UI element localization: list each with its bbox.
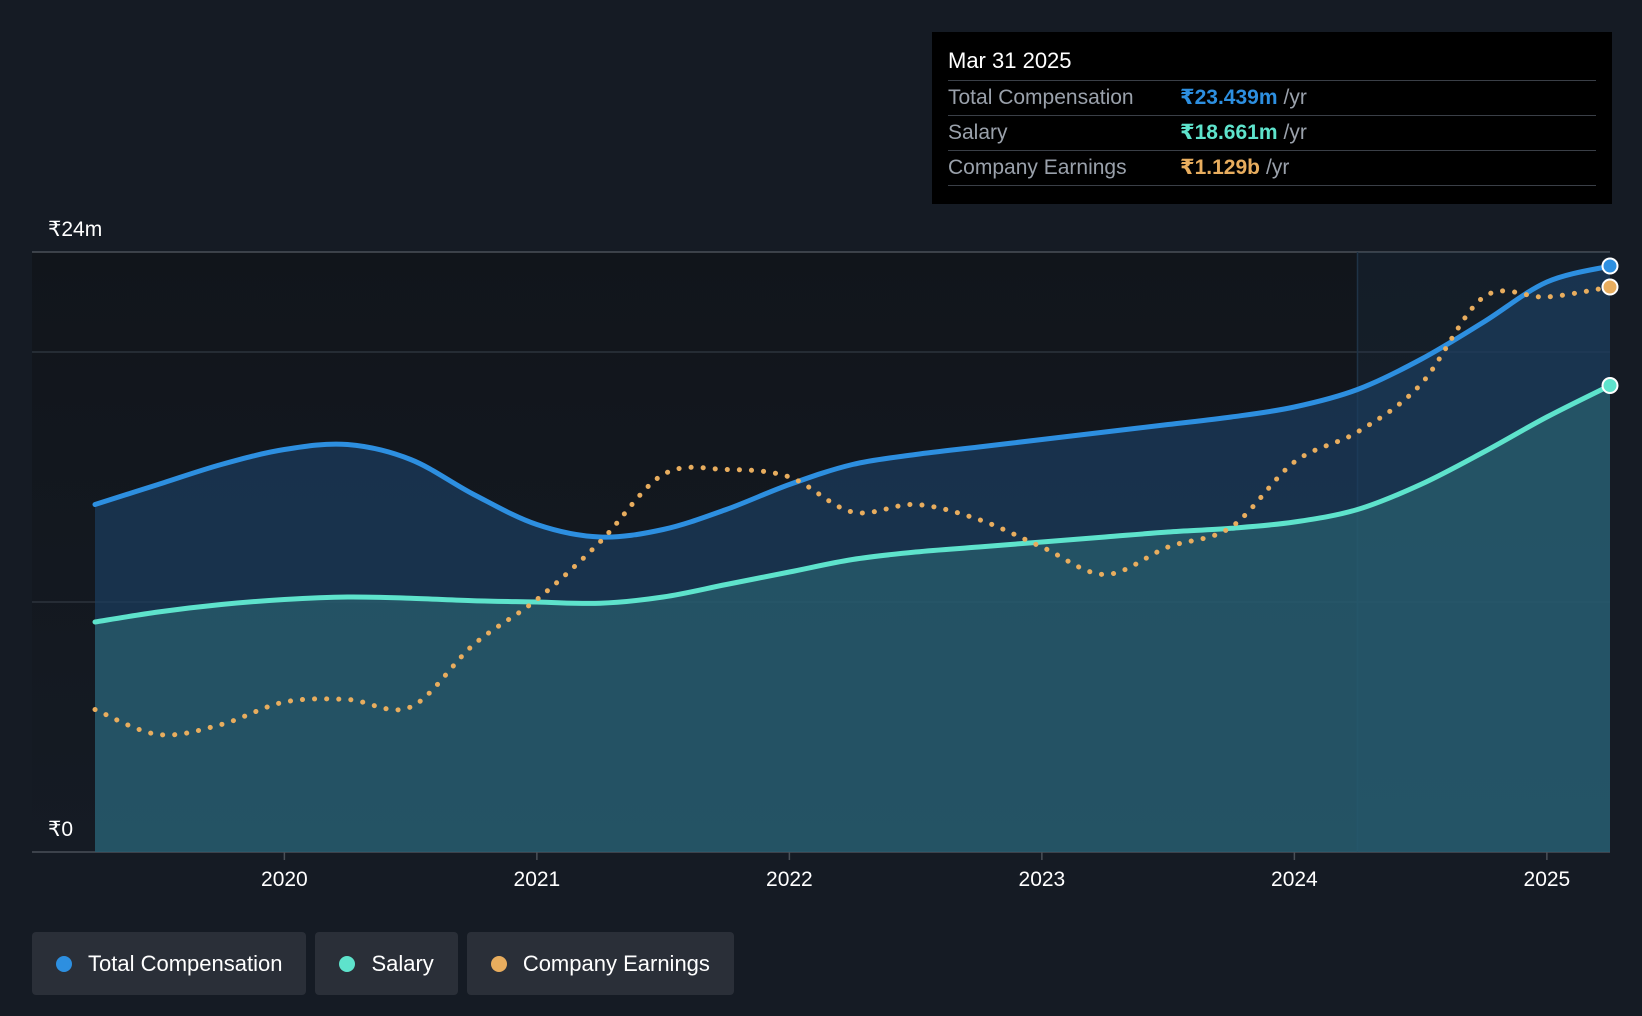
series-endpoints <box>1601 257 1619 394</box>
tooltip-label: Total Compensation <box>948 86 1134 109</box>
line-total-compensation <box>92 263 1613 540</box>
y-axis-max-label: ₹24m <box>48 218 102 241</box>
x-tick-label: 2020 <box>261 868 308 891</box>
endpoint-company-earnings <box>1601 278 1619 296</box>
x-axis: 2020 2021 2022 2023 2024 2025 <box>261 852 1570 891</box>
tooltip-label: Company Earnings <box>948 156 1127 179</box>
legend-dot-icon <box>339 955 356 972</box>
legend-label: Salary <box>371 950 434 976</box>
legend-dot-icon <box>56 955 72 972</box>
legend-dot-icon <box>490 955 507 972</box>
tooltip-value: ₹23.439m <box>1180 86 1278 109</box>
tooltip: Mar 31 2025 Total Compensation ₹23.439m … <box>932 32 1612 204</box>
area-salary <box>95 385 1610 852</box>
tooltip-label: Salary <box>948 121 1008 144</box>
tooltip-date: Mar 31 2025 <box>948 46 1596 81</box>
tooltip-value: ₹18.661m <box>1180 121 1278 144</box>
tooltip-value: ₹1.129b <box>1180 156 1260 179</box>
tooltip-row-total-compensation: Total Compensation ₹23.439m /yr <box>948 81 1596 116</box>
tooltip-unit: /yr <box>1283 121 1307 144</box>
endpoint-salary <box>1601 376 1619 394</box>
legend-label: Company Earnings <box>522 950 710 976</box>
tooltip-unit: /yr <box>1266 156 1290 179</box>
legend-label: Total Compensation <box>88 950 283 976</box>
endpoint-total-compensation <box>1601 257 1619 275</box>
x-tick-label: 2025 <box>1524 868 1571 891</box>
tooltip-row-salary: Salary ₹18.661m /yr <box>948 116 1596 151</box>
tooltip-unit: /yr <box>1283 86 1307 109</box>
line-salary <box>92 382 1613 625</box>
legend-item-company-earnings[interactable]: Company Earnings <box>466 932 734 995</box>
tooltip-row-company-earnings: Company Earnings ₹1.129b /yr <box>948 151 1596 186</box>
line-company-earnings <box>92 284 1613 738</box>
series-lines <box>92 263 1613 738</box>
x-tick-label: 2021 <box>514 868 561 891</box>
x-tick-label: 2024 <box>1271 868 1318 891</box>
legend-item-salary[interactable]: Salary <box>315 932 458 995</box>
y-axis-min-label: ₹0 <box>48 818 73 841</box>
legend-item-total-compensation[interactable]: Total Compensation <box>32 932 307 995</box>
legend: Total Compensation Salary Company Earnin… <box>32 932 734 995</box>
x-tick-label: 2023 <box>1019 868 1066 891</box>
x-tick-label: 2022 <box>766 868 813 891</box>
